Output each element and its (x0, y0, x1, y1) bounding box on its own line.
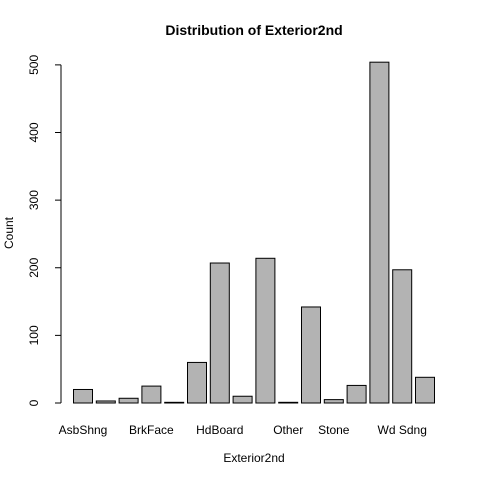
bar-plywood (301, 306, 321, 404)
x-tick-label-other: Other (273, 423, 303, 437)
y-axis-label: Count (2, 216, 16, 249)
y-tick-label-300: 300 (27, 190, 41, 210)
chart-title: Distribution of Exterior2nd (165, 22, 342, 38)
bar-hdboard (209, 262, 230, 404)
x-tick-label-brkface: BrkFace (129, 423, 174, 437)
y-tick-label-0: 0 (27, 399, 41, 406)
y-tick-label-200: 200 (27, 257, 41, 277)
y-tick-label-100: 100 (27, 325, 41, 345)
x-tick-label-stone: Stone (318, 423, 350, 437)
x-axis-label: Exterior2nd (223, 451, 284, 465)
bar-brkface (141, 385, 162, 404)
x-tick-label-hdboard: HdBoard (196, 423, 243, 437)
y-tick-label-400: 400 (27, 122, 41, 142)
x-tick-label-asbshng: AsbShng (59, 423, 108, 437)
bars-group (73, 61, 435, 404)
x-tick-label-wd-sdng: Wd Sdng (378, 423, 427, 437)
bar-vinylsd (369, 61, 390, 404)
bar-brk-cmn (118, 397, 139, 404)
bar-imstucc (232, 395, 253, 404)
bar-stone (323, 399, 344, 404)
bar-wd-sdng (392, 269, 413, 404)
y-tick-label-500: 500 (27, 55, 41, 75)
bar-asbshng (73, 388, 93, 404)
bar-metalsd (255, 257, 276, 404)
x-tick-labels: AsbShng BrkFace HdBoard Other Stone Wd Sdng (59, 423, 427, 437)
bar-other (278, 401, 299, 404)
bar-asphshn (95, 400, 116, 404)
bar-cblock (164, 401, 185, 404)
y-axis: 0 100 200 300 400 500 (27, 55, 62, 406)
bar-stucco (346, 384, 367, 404)
bar-cmentbd (187, 361, 207, 404)
bar-wd-shng (415, 376, 435, 404)
